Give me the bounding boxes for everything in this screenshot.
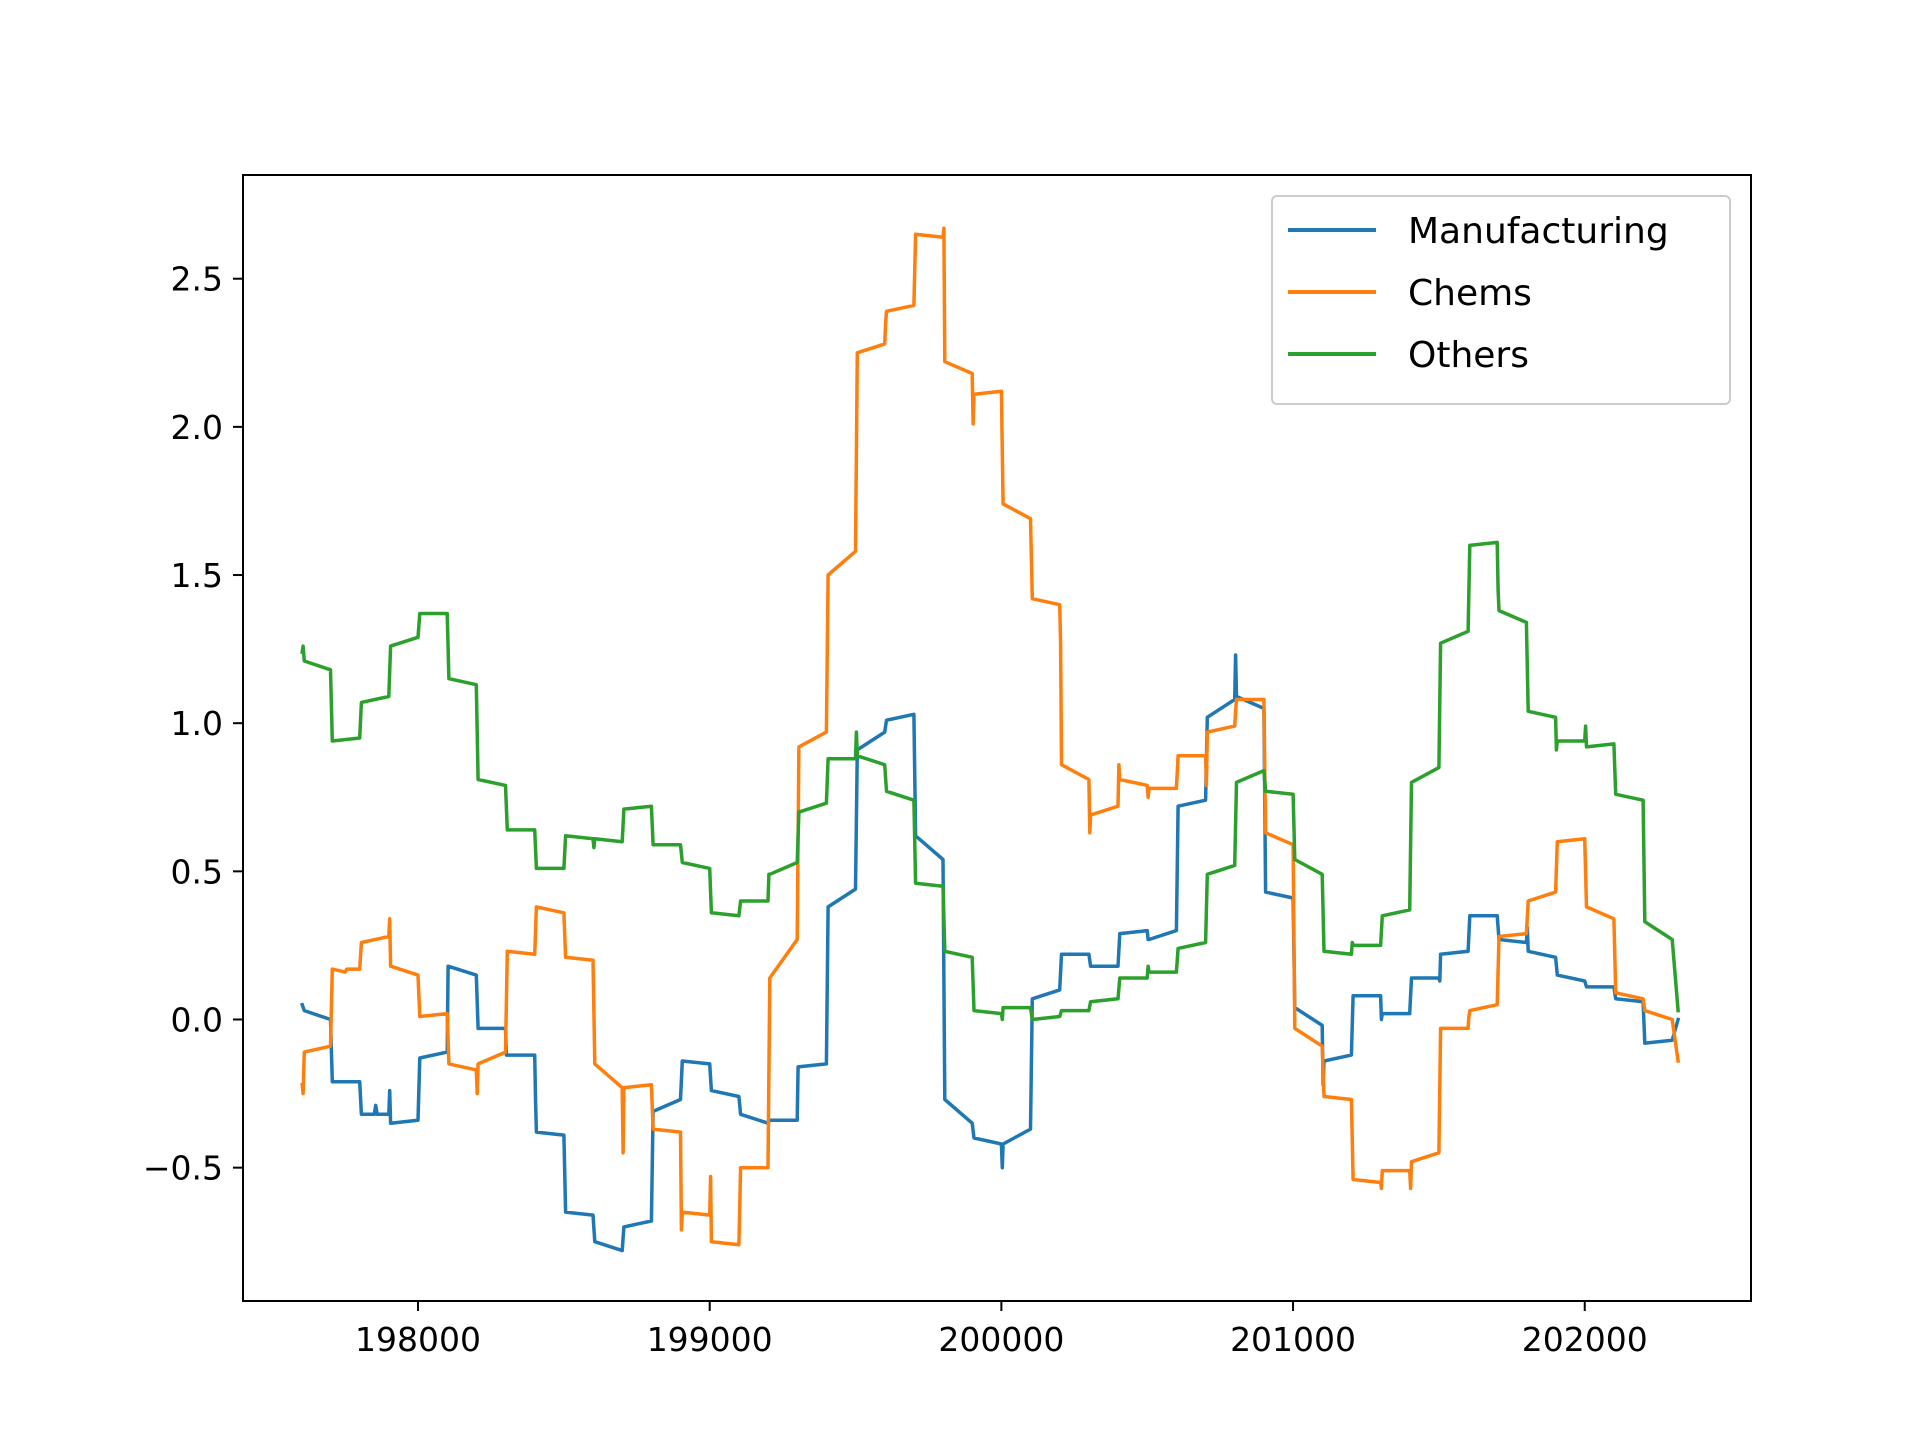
y-tick-label: 1.0: [171, 704, 223, 743]
series-line-chems: [300, 226, 1681, 1247]
y-tick-label: 0.0: [171, 1001, 223, 1040]
x-tick-label: 201000: [1230, 1320, 1356, 1359]
legend-label-manufacturing: Manufacturing: [1408, 211, 1669, 252]
y-tick-label: −0.5: [143, 1149, 223, 1188]
legend: Manufacturing Chems Others: [1271, 195, 1731, 405]
series-lines: [299, 226, 1681, 1253]
y-tick-label: 2.5: [171, 260, 223, 299]
legend-label-others: Others: [1408, 335, 1529, 376]
legend-label-chems: Chems: [1408, 273, 1532, 314]
y-tick-label: 1.5: [171, 556, 223, 595]
axes-frame: [242, 174, 1752, 1302]
x-tick-label: 198000: [355, 1320, 481, 1359]
y-tick-label: 2.0: [171, 408, 223, 447]
y-axis: −0.5 0.0 0.5 1.0 1.5 2.0 2.5: [143, 260, 243, 1188]
series-line-manufacturing: [299, 653, 1681, 1253]
x-tick-label: 199000: [647, 1320, 773, 1359]
x-axis: 198000 199000 200000 201000 202000: [355, 1301, 1648, 1359]
x-tick-label: 202000: [1522, 1320, 1648, 1359]
legend-box: [1271, 195, 1731, 405]
x-tick-label: 200000: [938, 1320, 1064, 1359]
y-tick-label: 0.5: [171, 852, 223, 891]
series-line-others: [300, 540, 1680, 1022]
